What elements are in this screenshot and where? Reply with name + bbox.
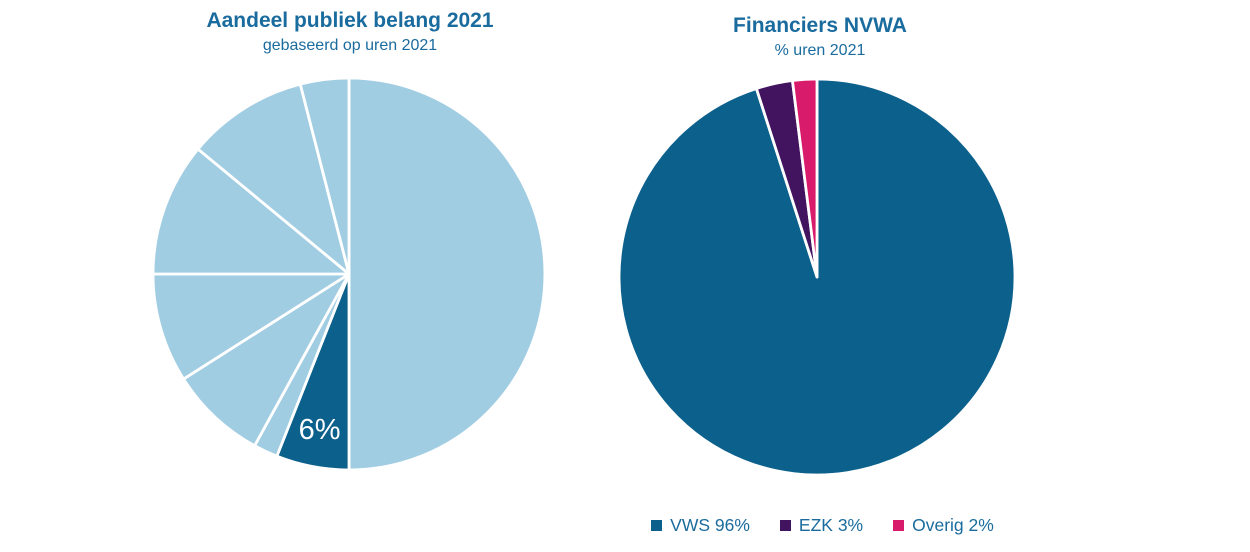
pie-slice-5 xyxy=(151,147,351,276)
legend-label-ezk: EZK 3% xyxy=(798,515,864,535)
legend-item-vws: VWS 96% xyxy=(651,515,750,536)
right-chart-title: Financiers NVWA xyxy=(733,14,907,37)
legend-item-overig: Overig 2% xyxy=(893,515,994,536)
pie-slice-4 xyxy=(151,272,351,381)
left-chart-subtitle: gebaseerd op uren 2021 xyxy=(262,37,438,55)
pie-slice-7 xyxy=(298,76,351,276)
pie-slice-0 xyxy=(347,76,547,472)
pie-chart-financiers-nvwa xyxy=(617,77,1017,477)
pie-chart-aandeel-publiek-belang: 6% xyxy=(151,76,547,472)
legend-financiers: VWS 96% EZK 3% Overig 2% xyxy=(620,515,1025,536)
left-chart-header: Aandeel publiek belang 2021 gebaseerd op… xyxy=(100,8,600,56)
legend-swatch-vws xyxy=(651,520,663,531)
pie-slice-label: 6% xyxy=(299,414,341,446)
legend-label-overig: Overig 2% xyxy=(912,515,994,535)
left-chart-title: Aandeel publiek belang 2021 xyxy=(206,9,494,32)
legend-swatch-overig xyxy=(893,520,905,531)
legend-swatch-ezk xyxy=(779,520,791,531)
right-chart-subtitle: % uren 2021 xyxy=(774,42,866,60)
legend-item-ezk: EZK 3% xyxy=(779,515,864,536)
legend-label-vws: VWS 96% xyxy=(670,515,750,535)
pie-slice-3 xyxy=(182,272,351,448)
pie-slice-2 xyxy=(791,77,819,279)
right-chart-header: Financiers NVWA % uren 2021 xyxy=(620,13,1020,61)
